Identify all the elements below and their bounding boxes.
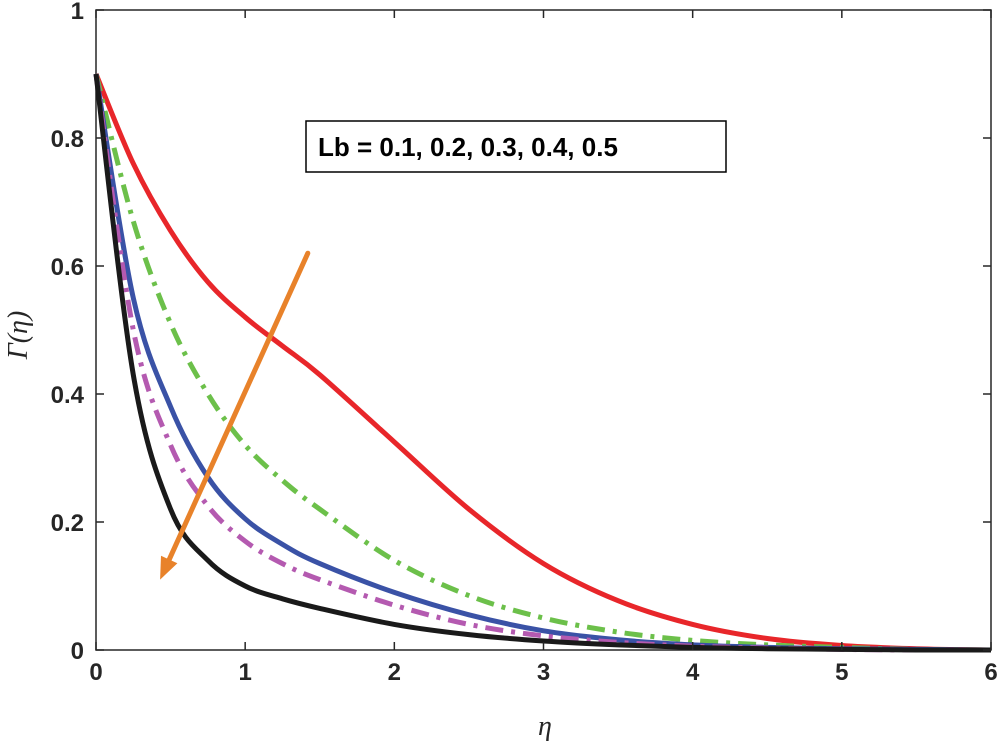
series-line-1	[93, 73, 992, 653]
y-tick-label: 0	[71, 638, 84, 665]
arrow-layer	[160, 250, 311, 580]
annotation-box: Lb = 0.1, 0.2, 0.3, 0.4, 0.5	[305, 120, 727, 173]
y-tick-label: 0.4	[51, 382, 85, 409]
y-tick-label: 0.2	[51, 510, 84, 537]
x-tick-label: 0	[89, 659, 102, 686]
trend-arrow-shaft	[166, 250, 311, 563]
y-tick-label: 0.8	[51, 126, 84, 153]
x-tick-label: 3	[537, 659, 550, 686]
y-axis-label: Γ(η)	[3, 311, 34, 360]
y-tick-label: 1	[71, 0, 84, 25]
series-line-5	[93, 73, 992, 653]
x-tick-label: 1	[238, 659, 251, 686]
x-tick-label: 4	[686, 659, 700, 686]
x-axis-label: η	[538, 711, 552, 742]
curves	[93, 73, 992, 653]
x-tick-label: 6	[984, 659, 997, 686]
series-line-2	[93, 73, 992, 653]
x-tick-label: 2	[388, 659, 401, 686]
annotation-text: Lb = 0.1, 0.2, 0.3, 0.4, 0.5	[318, 132, 618, 162]
x-tick-label: 5	[835, 659, 848, 686]
y-tick-label: 0.6	[51, 254, 84, 281]
trend-arrow-head	[160, 555, 178, 580]
ticks: 0 1 2 3 4 5 6 0 0.2 0.4 0.6 0.8 1	[51, 0, 998, 686]
